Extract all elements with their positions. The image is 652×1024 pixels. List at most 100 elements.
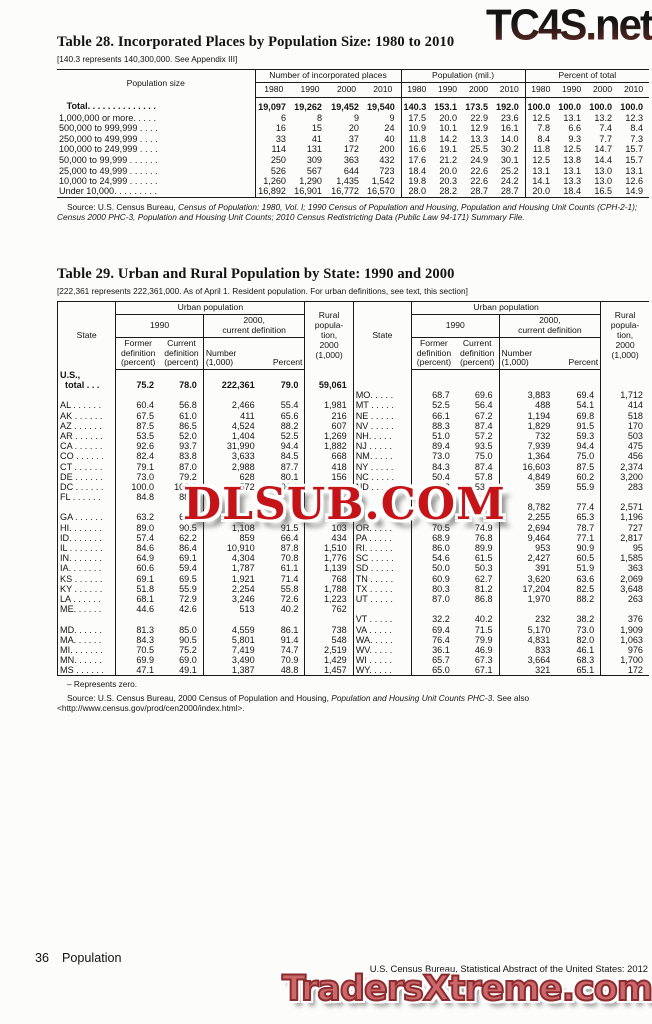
cell: ID. . . . . . . [60, 532, 102, 543]
cell: 88.2 [280, 420, 299, 431]
table-row: 10,000 to 24,999 . . . . . . 1,260 1,290 1,… [57, 175, 649, 187]
cell: 723 [379, 165, 395, 176]
cell: 13.1 [524, 165, 557, 176]
cell: 49.1 [179, 665, 197, 676]
cell: 92.6 [115, 441, 161, 452]
cell: 72.6 [280, 593, 299, 604]
cell: 14.1 [524, 175, 557, 187]
cell: 12.5 [524, 112, 557, 123]
col-header-year: 1990 [556, 82, 588, 98]
cell: IA. . . . . . . [60, 563, 102, 574]
cell: GA . . . . . . [60, 512, 103, 523]
table-row: ID. . . . . . . 57.4 62.2 859 66.4 434 PA . . … [58, 532, 649, 543]
cell: 572 [202, 481, 261, 492]
cell [556, 604, 600, 614]
cell: 77.1 [576, 532, 595, 543]
col-group-1990: 1990 [115, 314, 204, 338]
cell: 1,223 [304, 593, 354, 605]
table-row: IA. . . . . . . 60.6 59.4 1,787 61.1 1,139 SD … [58, 563, 649, 574]
cell [304, 390, 354, 401]
cell: 2,254 [202, 583, 261, 594]
cell: 75.2 [115, 379, 161, 391]
cell [600, 379, 649, 391]
cell: 80.3 [411, 583, 456, 594]
cell: 232 [498, 614, 557, 625]
col-header-year: 2000 [587, 82, 619, 98]
watermark-tc4s: TC4S.net [485, 0, 652, 49]
cell: CO . . . . . . [60, 451, 104, 462]
cell: 18.4 [563, 186, 582, 197]
cell: 100.0 [589, 101, 613, 112]
cell: HI. . . . . . . [60, 522, 102, 533]
cell: 172 [600, 665, 649, 676]
cell: 59.4 [179, 563, 197, 574]
cell: 46.1 [576, 644, 595, 655]
cell: 216 [304, 410, 354, 421]
col-group-population: Population (mil.) [400, 69, 526, 83]
cell: 20.0 [439, 165, 458, 176]
cell: 156 [304, 471, 354, 482]
col-header-year: 1980 [254, 82, 292, 98]
cell: NY . . . . . [352, 461, 412, 472]
cell: 1,921 [202, 573, 261, 584]
cell: 52.0 [179, 430, 197, 441]
cell: 16.1 [500, 123, 519, 134]
cell: 78.0 [179, 380, 197, 391]
col-header-percent: Percent [556, 337, 601, 371]
cell: 12.3 [625, 112, 644, 123]
cell: ME. . . . . . [60, 604, 102, 615]
cell: 28.2 [439, 186, 458, 197]
cell: CT . . . . . . [60, 461, 103, 472]
cell [600, 369, 649, 380]
cell: 263 [600, 593, 649, 605]
cell: 953 [498, 542, 557, 554]
cell: KY . . . . . . [60, 583, 103, 594]
cell [202, 369, 261, 380]
cell: 90.5 [179, 634, 197, 645]
cell: 86.4 [179, 543, 197, 554]
cell: 173.5 [465, 101, 489, 112]
cell [411, 379, 456, 391]
cell: 13.1 [625, 165, 644, 176]
cell: 48.8 [280, 665, 299, 676]
cell: 16 [254, 122, 292, 134]
cell: 2,817 [600, 532, 649, 543]
table-row: 8,782 77.4 2,571 [58, 502, 649, 513]
cell [202, 390, 261, 401]
table-row: VT . . . . . 32.2 40.2 232 38.2 376 [58, 614, 649, 625]
cell: 25.5 [470, 144, 489, 155]
cell: 81.3 [115, 624, 161, 635]
cell: 140.3 [400, 97, 433, 113]
cell: 74.7 [280, 644, 299, 655]
cell: 67.1 [474, 665, 493, 676]
cell: 87.4 [474, 420, 493, 431]
cell [352, 379, 412, 391]
cell: 61.5 [474, 553, 493, 564]
cell: 250 [254, 154, 292, 166]
cell: 668 [304, 451, 354, 462]
col-header-former-definition: Former definition (percent) [411, 337, 456, 371]
cell [261, 370, 305, 380]
cell: IN. . . . . . . [60, 553, 102, 564]
table-row: FL . . . . . . 84.8 88.0 [58, 492, 649, 503]
cell: 37 [348, 133, 359, 144]
cell: AL . . . . . . [60, 400, 102, 411]
col-group-places: Number of incorporated places [254, 69, 402, 83]
cell: 75.0 [576, 451, 595, 462]
cell: 95 [600, 542, 649, 554]
cell [304, 492, 354, 503]
cell: 86.0 [411, 542, 456, 554]
cell: 131 [306, 144, 322, 155]
table29-section: Table 29. Urban and Rural Population by … [57, 266, 649, 714]
cell [202, 502, 261, 513]
table28-source: Source: U.S. Census Bureau, Census of Po… [57, 201, 638, 223]
cell: 3,200 [600, 471, 649, 482]
cell: 91.5 [280, 522, 299, 533]
table-row: MO. . . . . 68.7 69.6 3,883 69.4 1,712 [58, 390, 649, 401]
cell: MA. . . . . . [60, 634, 102, 645]
cell: 53.3 [411, 481, 456, 492]
cell: DE . . . . . . [60, 471, 103, 482]
cell [115, 502, 161, 513]
cell: Under 10,000. . . . . . . . . [59, 186, 158, 197]
cell: 79.9 [474, 634, 493, 645]
